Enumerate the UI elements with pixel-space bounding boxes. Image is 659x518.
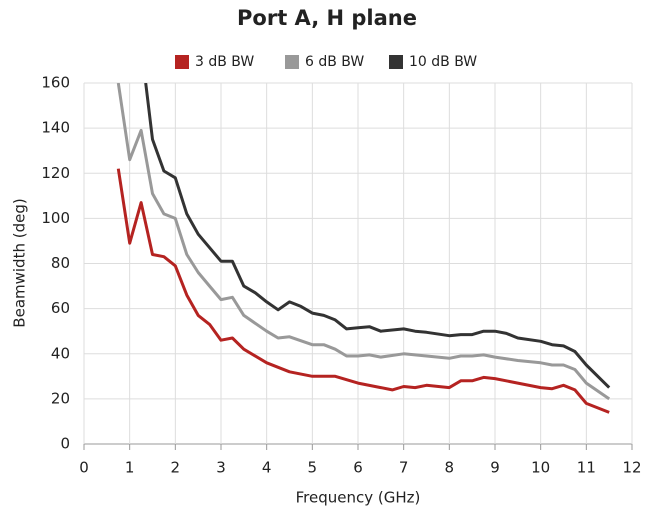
- series-line: [116, 168, 610, 414]
- series-line: [144, 83, 611, 389]
- x-tick-label: 1: [125, 459, 135, 477]
- x-tick-label: 11: [577, 459, 596, 477]
- x-tick-label: 3: [216, 459, 226, 477]
- x-tick-label: 0: [79, 459, 89, 477]
- legend-label: 10 dB BW: [409, 54, 477, 70]
- y-tick-label: 20: [51, 389, 70, 407]
- x-tick-label: 2: [171, 459, 181, 477]
- x-tick-label: 12: [622, 459, 641, 477]
- y-tick-label: 0: [60, 435, 70, 453]
- legend-swatch: [389, 55, 403, 69]
- y-tick-label: 60: [51, 299, 70, 317]
- x-tick-label: 4: [262, 459, 272, 477]
- y-tick-label: 100: [41, 209, 70, 227]
- x-tick-label: 9: [490, 459, 500, 477]
- legend-label: 3 dB BW: [195, 54, 254, 70]
- legend-swatch: [175, 55, 189, 69]
- x-tick-label: 5: [308, 459, 318, 477]
- y-tick-label: 160: [41, 74, 70, 92]
- legend-swatch: [285, 55, 299, 69]
- x-tick-label: 7: [399, 459, 409, 477]
- y-tick-label: 140: [41, 119, 70, 137]
- y-tick-label: 80: [51, 254, 70, 272]
- y-tick-label: 40: [51, 344, 70, 362]
- legend-label: 6 dB BW: [305, 54, 364, 70]
- y-axis-label: Beamwidth (deg): [11, 198, 29, 327]
- series-line: [116, 83, 611, 401]
- x-axis-label: Frequency (GHz): [296, 489, 421, 507]
- x-tick-label: 10: [531, 459, 550, 477]
- y-tick-label: 120: [41, 164, 70, 182]
- x-tick-label: 6: [353, 459, 363, 477]
- x-tick-label: 8: [445, 459, 455, 477]
- chart-title: Port A, H plane: [237, 6, 417, 30]
